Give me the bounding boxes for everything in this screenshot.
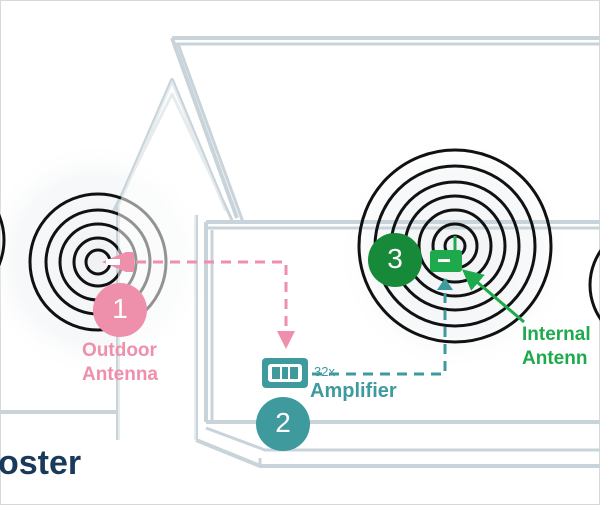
brand-logo-text: oster	[0, 444, 82, 482]
base-foundation	[195, 438, 600, 468]
step-1-number: 1	[112, 293, 128, 324]
amplifier-to-internal-arrowhead	[437, 278, 453, 290]
internal-label-arrow	[462, 269, 525, 324]
outdoor-antenna-icon	[102, 252, 134, 272]
internal-antenna-icon	[430, 236, 462, 272]
internal-antenna-label-line2: Antenn	[522, 348, 588, 369]
step-1-circle	[93, 283, 147, 337]
amplifier-label: Amplifier	[310, 380, 397, 402]
gable-fill	[118, 80, 226, 440]
step-2-number: 2	[275, 407, 291, 438]
amplifier-icon	[262, 358, 308, 388]
signal-rings-icon-internal	[357, 148, 553, 344]
amplifier-to-internal-path	[312, 290, 447, 376]
amplifier-gain: 32x	[314, 364, 335, 379]
base-skirt	[205, 426, 600, 452]
outdoor-antenna-label-line1: Outdoor	[82, 340, 157, 361]
roof-slope	[170, 37, 239, 219]
step-3-circle	[368, 233, 422, 287]
signal-rings-icon-far-right	[588, 249, 600, 321]
step-2-circle	[256, 397, 310, 451]
step-3-number: 3	[387, 243, 403, 274]
roof-slope-inner	[176, 43, 245, 223]
signal-rings-icon-far-left	[0, 213, 6, 267]
outdoor-antenna-label-line2: Antenna	[82, 364, 158, 385]
internal-antenna-label-line1: Internal	[522, 324, 591, 345]
